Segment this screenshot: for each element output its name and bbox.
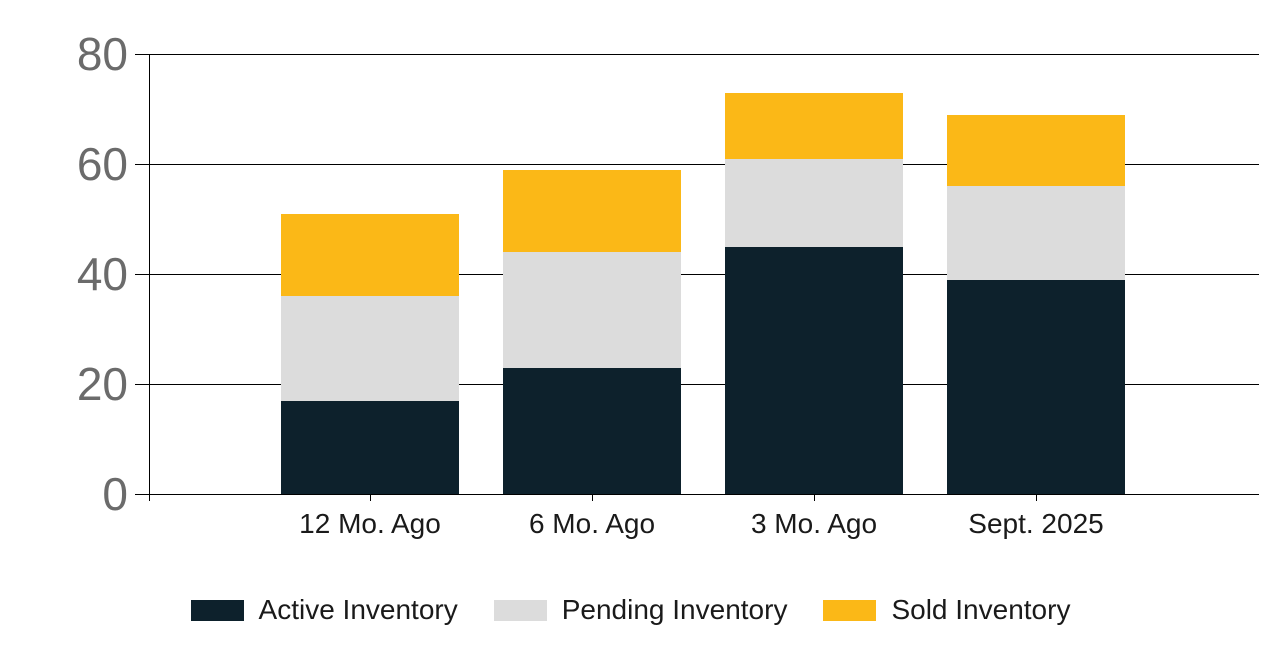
- bar-segment-sold-inventory: [725, 92, 903, 159]
- bar-sept-2025: [947, 114, 1125, 494]
- x-axis-tick: [592, 494, 593, 501]
- x-axis-category-label: 12 Mo. Ago: [299, 508, 441, 539]
- legend-label: Pending Inventory: [561, 594, 788, 625]
- y-axis-tick-label: 40: [76, 248, 128, 300]
- bar-segment-sold-inventory: [503, 169, 681, 252]
- legend-swatch-sold-inventory: [823, 599, 877, 621]
- x-axis-tick: [814, 494, 815, 501]
- legend-item-sold-inventory: Sold Inventory: [823, 594, 1070, 626]
- bar-segment-pending-inventory: [281, 296, 459, 401]
- bar-12-mo-ago: [281, 213, 459, 494]
- bar-segment-pending-inventory: [503, 252, 681, 368]
- legend-label: Active Inventory: [258, 594, 458, 625]
- x-axis-tick: [1036, 494, 1037, 501]
- y-axis-tick-label: 20: [76, 358, 128, 410]
- y-axis-line: [149, 54, 150, 501]
- legend-item-pending-inventory: Pending Inventory: [493, 594, 788, 626]
- legend-item-active-inventory: Active Inventory: [190, 594, 458, 626]
- bar-3-mo-ago: [725, 92, 903, 494]
- gridline: [135, 274, 1259, 275]
- bar-segment-active-inventory: [503, 367, 681, 494]
- gridline: [135, 384, 1259, 385]
- bar-segment-pending-inventory: [725, 158, 903, 247]
- legend-label: Sold Inventory: [891, 594, 1071, 625]
- bar-segment-active-inventory: [725, 246, 903, 494]
- bar-segment-active-inventory: [281, 400, 459, 494]
- y-axis-tick-label: 60: [76, 138, 128, 190]
- x-axis-category-label: 3 Mo. Ago: [750, 508, 878, 539]
- legend: Active Inventory Pending Inventory Sold In…: [0, 594, 1261, 626]
- y-axis-labels: 0 20 40 60 80: [0, 31, 128, 517]
- x-axis-tick: [370, 494, 371, 501]
- gridline: [135, 494, 1259, 495]
- bar-6-mo-ago: [503, 169, 681, 494]
- bar-segment-sold-inventory: [947, 114, 1125, 186]
- gridline: [135, 54, 1259, 55]
- plot-area: [135, 54, 1259, 501]
- x-axis-labels: 12 Mo. Ago 6 Mo. Ago 3 Mo. Ago Sept. 2025: [149, 508, 1259, 550]
- gridline: [135, 164, 1259, 165]
- y-axis-tick-label: 80: [76, 28, 128, 80]
- bar-segment-active-inventory: [947, 279, 1125, 494]
- legend-swatch-active-inventory: [190, 599, 244, 621]
- legend-swatch-pending-inventory: [493, 599, 547, 621]
- y-axis-tick-label: 0: [102, 468, 128, 520]
- x-axis-category-label: 6 Mo. Ago: [528, 508, 656, 539]
- bar-segment-sold-inventory: [281, 213, 459, 296]
- bar-segment-pending-inventory: [947, 186, 1125, 280]
- x-axis-category-label: Sept. 2025: [968, 508, 1104, 539]
